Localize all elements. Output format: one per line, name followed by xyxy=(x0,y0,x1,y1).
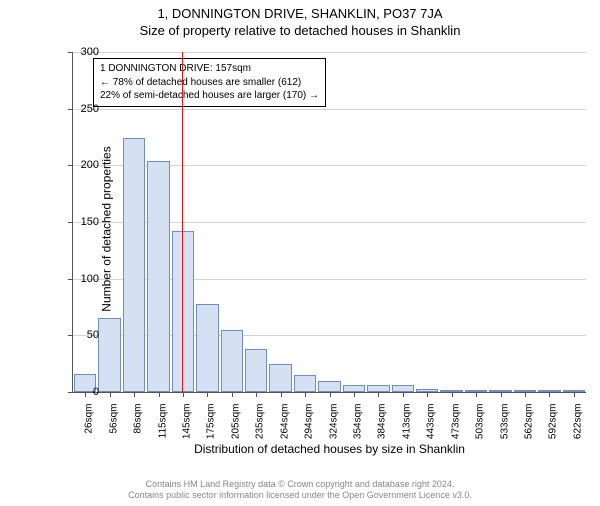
histogram-bar xyxy=(392,385,414,392)
annotation-line-1: 1 DONNINGTON DRIVE: 157sqm xyxy=(100,62,319,76)
histogram-bar xyxy=(98,318,120,392)
x-tick-label: 384sqm xyxy=(377,404,388,454)
x-tick-label: 235sqm xyxy=(255,404,266,454)
grid-line xyxy=(73,52,586,53)
histogram-bar xyxy=(221,330,243,392)
footer-line-1: Contains HM Land Registry data © Crown c… xyxy=(0,479,600,491)
y-tick-label: 100 xyxy=(69,273,99,285)
x-tick-mark xyxy=(110,392,111,397)
footer-attribution: Contains HM Land Registry data © Crown c… xyxy=(0,479,600,502)
grid-line xyxy=(73,109,586,110)
x-tick-mark xyxy=(378,392,379,397)
histogram-bar xyxy=(269,364,291,392)
x-tick-mark xyxy=(549,392,550,397)
x-tick-label: 175sqm xyxy=(206,404,217,454)
x-tick-mark xyxy=(207,392,208,397)
plot-area: 1 DONNINGTON DRIVE: 157sqm ← 78% of deta… xyxy=(72,52,586,393)
histogram-bar xyxy=(343,385,365,392)
x-tick-label: 56sqm xyxy=(108,404,119,454)
annotation-box: 1 DONNINGTON DRIVE: 157sqm ← 78% of deta… xyxy=(93,58,326,107)
chart-container: Number of detached properties 1 DONNINGT… xyxy=(40,52,585,422)
x-tick-label: 264sqm xyxy=(279,404,290,454)
x-tick-label: 503sqm xyxy=(475,404,486,454)
histogram-bar xyxy=(172,231,194,392)
x-tick-mark xyxy=(403,392,404,397)
x-tick-label: 622sqm xyxy=(572,404,583,454)
reference-marker-line xyxy=(182,52,183,392)
x-tick-mark xyxy=(501,392,502,397)
x-tick-mark xyxy=(574,392,575,397)
x-tick-mark xyxy=(525,392,526,397)
x-tick-label: 443sqm xyxy=(426,404,437,454)
y-tick-label: 150 xyxy=(69,216,99,228)
x-tick-mark xyxy=(256,392,257,397)
x-tick-mark xyxy=(452,392,453,397)
x-tick-label: 294sqm xyxy=(304,404,315,454)
histogram-bar xyxy=(245,349,267,392)
x-tick-mark xyxy=(476,392,477,397)
histogram-bar xyxy=(367,385,389,392)
y-tick-label: 200 xyxy=(69,159,99,171)
x-tick-mark xyxy=(305,392,306,397)
histogram-bar xyxy=(123,138,145,392)
footer-line-2: Contains public sector information licen… xyxy=(0,490,600,502)
x-tick-mark xyxy=(330,392,331,397)
x-tick-label: 26sqm xyxy=(84,404,95,454)
x-tick-label: 86sqm xyxy=(133,404,144,454)
x-tick-label: 592sqm xyxy=(548,404,559,454)
x-tick-label: 533sqm xyxy=(499,404,510,454)
chart-main-title: 1, DONNINGTON DRIVE, SHANKLIN, PO37 7JA xyxy=(0,6,600,21)
x-tick-label: 562sqm xyxy=(523,404,534,454)
x-tick-mark xyxy=(183,392,184,397)
x-tick-label: 115sqm xyxy=(157,404,168,454)
x-tick-mark xyxy=(427,392,428,397)
x-tick-mark xyxy=(159,392,160,397)
x-tick-mark xyxy=(134,392,135,397)
y-tick-label: 250 xyxy=(69,103,99,115)
histogram-bar xyxy=(294,375,316,392)
histogram-bar xyxy=(318,381,340,392)
x-tick-label: 354sqm xyxy=(352,404,363,454)
chart-sub-title: Size of property relative to detached ho… xyxy=(0,23,600,38)
histogram-bar xyxy=(147,161,169,392)
y-tick-label: 0 xyxy=(69,386,99,398)
x-tick-label: 205sqm xyxy=(230,404,241,454)
x-tick-mark xyxy=(232,392,233,397)
x-tick-label: 473sqm xyxy=(450,404,461,454)
annotation-line-3: 22% of semi-detached houses are larger (… xyxy=(100,89,319,103)
x-tick-mark xyxy=(281,392,282,397)
y-tick-label: 50 xyxy=(69,329,99,341)
x-tick-label: 324sqm xyxy=(328,404,339,454)
histogram-bar xyxy=(196,304,218,392)
x-tick-label: 145sqm xyxy=(181,404,192,454)
x-tick-label: 413sqm xyxy=(401,404,412,454)
annotation-line-2: ← 78% of detached houses are smaller (61… xyxy=(100,76,319,90)
y-tick-label: 300 xyxy=(69,46,99,58)
x-tick-mark xyxy=(354,392,355,397)
